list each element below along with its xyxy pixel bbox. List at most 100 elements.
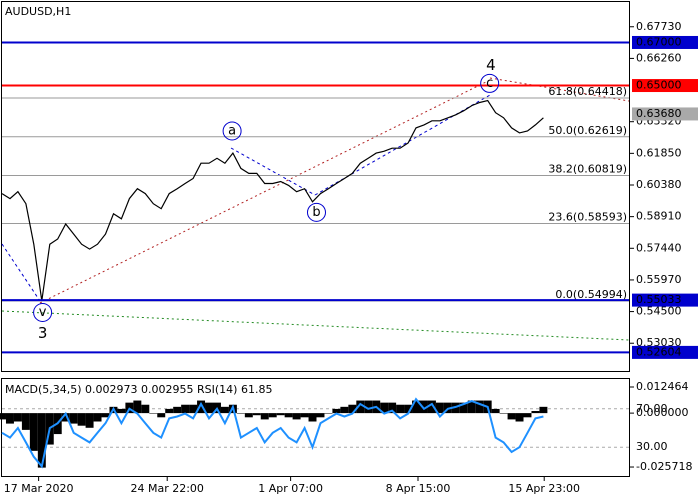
wave-label: b xyxy=(312,205,320,220)
y-tick-label: 0.61850 xyxy=(636,146,682,159)
macd-bar xyxy=(260,413,269,420)
macd-bar xyxy=(324,413,333,414)
macd-bar xyxy=(292,413,301,420)
macd-bar xyxy=(69,413,78,424)
macd-bar xyxy=(149,413,158,414)
wave-circle xyxy=(480,73,500,93)
macd-bar xyxy=(507,413,516,420)
macd-bar xyxy=(308,413,317,422)
y-tick-label: 0.54500 xyxy=(636,305,682,318)
macd-bar xyxy=(316,413,325,418)
price-line xyxy=(1,99,544,301)
y-tick-label: 0.58910 xyxy=(636,210,682,223)
macd-bar xyxy=(515,413,524,422)
macd-bar xyxy=(499,413,508,414)
macd-bar xyxy=(205,402,213,414)
x-tick-label: 17 Mar 2020 xyxy=(4,482,74,495)
macd-bar xyxy=(165,408,174,414)
main-panel-frame xyxy=(1,1,630,372)
y-tick-label: 0.66260 xyxy=(636,51,682,64)
macd-bar xyxy=(85,413,94,428)
level-label: 0.52604 xyxy=(636,345,682,358)
macd-bar xyxy=(475,400,484,414)
macd-bar xyxy=(404,404,413,414)
wave-circle xyxy=(222,121,242,141)
y-tick-label: 0.000000 xyxy=(636,406,689,419)
indicator-panel-frame xyxy=(1,378,630,477)
macd-bar xyxy=(29,413,38,451)
macd-bar xyxy=(276,413,285,416)
macd-bar xyxy=(181,404,190,414)
macd-bar xyxy=(388,402,397,414)
macd-bar xyxy=(13,413,22,422)
level-box xyxy=(632,79,698,93)
macd-bar xyxy=(340,406,349,414)
macd-bar xyxy=(467,400,476,414)
x-tick-label: 24 Mar 22:00 xyxy=(130,482,203,495)
fib-label: 50.0(0.62619) xyxy=(548,124,627,137)
level-box xyxy=(632,293,698,307)
level-label: 0.63680 xyxy=(636,107,682,120)
macd-bar xyxy=(356,400,365,414)
macd-bar xyxy=(459,402,468,414)
macd-bar xyxy=(364,400,373,414)
fib-label: 61.8(0.64418) xyxy=(548,85,627,98)
level-box xyxy=(632,345,698,359)
macd-bar xyxy=(300,413,309,418)
fib-label: 23.6(0.58593) xyxy=(548,210,627,223)
macd-bar xyxy=(157,413,166,418)
level-box xyxy=(632,107,698,121)
level-label: 0.67000 xyxy=(636,35,682,48)
macd-bar xyxy=(77,413,86,426)
macd-bar xyxy=(141,404,150,414)
macd-bar xyxy=(93,413,102,422)
macd-bar xyxy=(380,402,389,414)
macd-bar xyxy=(197,400,206,414)
macd-bar xyxy=(117,408,126,414)
wave-label: 4 xyxy=(486,56,496,74)
macd-bar xyxy=(220,406,229,414)
trend-line xyxy=(39,79,491,304)
macd-bar xyxy=(133,400,142,414)
macd-bar xyxy=(539,406,548,414)
x-tick-label: 15 Apr 23:00 xyxy=(508,482,580,495)
trend-line xyxy=(489,77,630,102)
macd-bar xyxy=(101,413,110,418)
wave-label: a xyxy=(228,123,236,138)
level-box xyxy=(632,35,698,49)
macd-bar xyxy=(0,413,6,420)
macd-bar xyxy=(236,413,245,414)
wave-label: v xyxy=(39,305,47,320)
wave-line xyxy=(230,147,316,196)
macd-bar xyxy=(268,413,277,418)
wave-label: 3 xyxy=(38,324,48,342)
y-tick-label: -0.025718 xyxy=(636,460,692,473)
macd-bar xyxy=(189,404,198,414)
macd-bar xyxy=(37,413,46,468)
macd-bar xyxy=(61,413,70,422)
macd-bar xyxy=(5,413,14,424)
macd-bar xyxy=(435,402,444,414)
wave-circle xyxy=(306,202,326,222)
chart-title: AUDUSD,H1 xyxy=(5,5,71,18)
wave-label: c xyxy=(486,76,493,91)
main-layer xyxy=(1,77,630,341)
macd-bar xyxy=(420,400,428,414)
macd-bar xyxy=(244,413,253,418)
macd-bar xyxy=(173,406,182,414)
fib-label: 38.2(0.60819) xyxy=(548,163,627,176)
fib-label: 0.0(0.54994) xyxy=(555,288,627,301)
indicator-title: MACD(5,34,5) 0.002973 0.002955 RSI(14) 6… xyxy=(5,383,272,396)
rsi-line xyxy=(1,397,544,469)
y-tick-label: 0.67730 xyxy=(636,20,682,33)
x-tick-label: 1 Apr 07:00 xyxy=(258,482,323,495)
y-tick-label: 0.60380 xyxy=(636,178,682,191)
level-label: 0.65000 xyxy=(636,79,682,92)
y2-tick-label: 30.00 xyxy=(636,440,668,453)
y-tick-label: 0.012464 xyxy=(636,380,689,393)
macd-bar xyxy=(523,413,532,418)
x-tick-label: 8 Apr 15:00 xyxy=(386,482,451,495)
